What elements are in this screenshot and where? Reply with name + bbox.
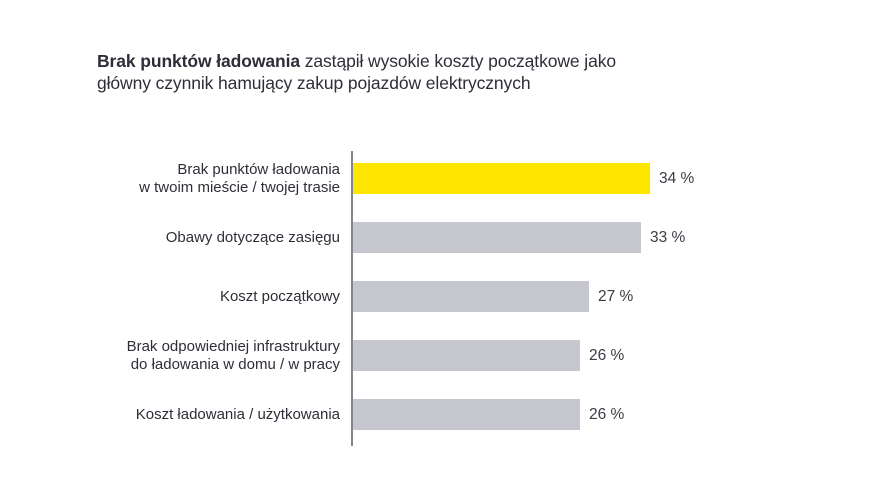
chart-row: Brak punktów ładowania w twoim mieście /… bbox=[0, 160, 882, 196]
bar bbox=[353, 399, 580, 430]
chart-row: Koszt początkowy 27 % bbox=[0, 281, 882, 312]
chart-row: Obawy dotyczące zasięgu 33 % bbox=[0, 222, 882, 253]
category-label: Koszt początkowy bbox=[219, 287, 340, 305]
chart-title: Brak punktów ładowania zastąpił wysokie … bbox=[97, 51, 672, 94]
chart-row: Koszt ładowania / użytkowania 26 % bbox=[0, 399, 882, 430]
bar bbox=[353, 281, 589, 312]
category-label: Obawy dotyczące zasięgu bbox=[165, 228, 340, 246]
chart-rows: Brak punktów ładowania w twoim mieście /… bbox=[0, 160, 882, 430]
value-label: 33 % bbox=[650, 228, 686, 246]
value-label: 34 % bbox=[659, 169, 695, 187]
bar-highlight bbox=[353, 163, 650, 194]
chart-title-bold: Brak punktów ładowania bbox=[97, 51, 300, 71]
value-label: 26 % bbox=[589, 346, 625, 364]
category-label: Brak punktów ładowania w twoim mieście /… bbox=[139, 160, 340, 196]
category-label: Brak odpowiedniej infrastruktury do łado… bbox=[126, 337, 340, 373]
bar bbox=[353, 340, 580, 371]
value-label: 27 % bbox=[598, 287, 634, 305]
chart-row: Brak odpowiedniej infrastruktury do łado… bbox=[0, 337, 882, 373]
bar bbox=[353, 222, 641, 253]
y-axis-line bbox=[351, 151, 353, 446]
category-label: Koszt ładowania / użytkowania bbox=[135, 405, 340, 423]
chart-title-rest: zastąpił wysokie koszty początkowe jako … bbox=[97, 51, 616, 93]
value-label: 26 % bbox=[589, 405, 625, 423]
